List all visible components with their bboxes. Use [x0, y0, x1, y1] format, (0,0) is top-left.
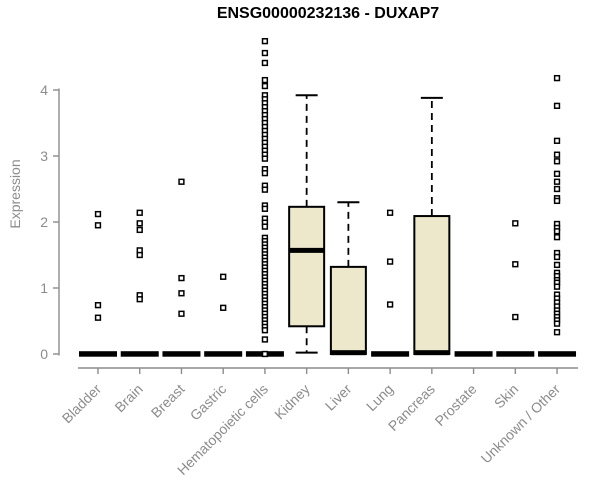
outlier-point — [261, 336, 269, 343]
outlier-point — [178, 274, 185, 282]
boxplot-brain — [120, 209, 159, 357]
zero-bar — [371, 351, 410, 357]
outlier-point — [261, 38, 269, 45]
outlier-point — [178, 178, 185, 185]
outlier-point — [94, 210, 102, 218]
outlier-point — [178, 310, 185, 317]
y-tick-label: 3 — [40, 148, 48, 164]
zero-bar — [538, 351, 577, 357]
outlier-point — [553, 178, 561, 185]
x-category-label-kidney: Kidney — [271, 381, 313, 423]
outlier-point — [553, 197, 561, 205]
median-line — [330, 350, 366, 356]
outlier-point — [386, 301, 394, 308]
outlier-point — [178, 290, 185, 297]
x-category-label-bladder: Bladder — [59, 381, 105, 427]
outlier-point — [261, 170, 269, 177]
median-line — [414, 350, 450, 356]
boxplot-breast — [162, 178, 201, 357]
outlier-point — [553, 253, 561, 261]
y-axis-title: Expression — [7, 159, 23, 228]
outlier-point — [386, 209, 394, 216]
outlier-point — [261, 155, 269, 162]
outlier-point — [136, 209, 143, 216]
outlier-point — [553, 170, 561, 177]
outlier-point — [136, 220, 143, 227]
zero-bar — [79, 351, 117, 357]
y-tick-label: 0 — [40, 346, 48, 362]
boxplot-gastric — [204, 273, 243, 357]
boxplot-skin — [496, 220, 535, 357]
outlier-point — [94, 314, 102, 321]
outlier-point — [553, 137, 561, 144]
y-tick-label: 1 — [40, 280, 48, 296]
outlier-point — [553, 151, 561, 158]
box — [329, 265, 367, 356]
x-category-label-breast: Breast — [148, 381, 188, 421]
outlier-point — [136, 251, 143, 259]
outlier-point — [261, 205, 269, 212]
x-category-label-liver: Liver — [322, 381, 355, 414]
boxplot-bladder — [79, 210, 117, 357]
median-line — [289, 247, 325, 253]
outlier-point — [553, 158, 561, 165]
box — [288, 205, 326, 328]
x-category-label-unknown-other: Unknown / Other — [478, 381, 564, 467]
outlier-point — [553, 102, 561, 109]
zero-bar — [454, 351, 493, 357]
outlier-point — [386, 258, 394, 265]
x-category-label-prostate: Prostate — [432, 381, 480, 429]
outlier-point — [512, 220, 519, 227]
x-category-label-skin: Skin — [491, 381, 522, 412]
chart-title: ENSG00000232136 - DUXAP7 — [216, 5, 440, 22]
outlier-point — [261, 82, 269, 90]
outlier-point — [512, 313, 519, 321]
outlier-point — [136, 296, 143, 303]
outlier-point — [553, 283, 561, 290]
zero-bar — [496, 351, 535, 357]
outlier-point — [261, 327, 269, 334]
outlier-point — [220, 304, 227, 311]
outlier-point — [553, 329, 561, 336]
outlier-point — [261, 350, 269, 358]
x-category-label-brain: Brain — [111, 381, 145, 415]
boxplot-lung — [371, 209, 410, 357]
outlier-point — [94, 222, 102, 229]
outlier-point — [94, 302, 102, 309]
y-axis: 0 1 2 3 4 Expression — [7, 82, 60, 362]
boxplot-hematopoietic-cells — [245, 38, 284, 358]
outlier-point — [553, 228, 561, 235]
outlier-point — [220, 273, 227, 280]
y-tick-label: 2 — [40, 214, 48, 230]
outlier-point — [261, 49, 269, 57]
x-category-label-lung: Lung — [363, 381, 396, 414]
boxplot-unknown-other — [538, 74, 577, 357]
outlier-point — [261, 76, 269, 84]
outlier-point — [553, 261, 561, 269]
outlier-point — [512, 261, 519, 268]
outlier-point — [261, 186, 269, 193]
boxplot-liver — [329, 201, 367, 356]
outlier-point — [553, 185, 561, 193]
y-tick-label: 4 — [40, 82, 48, 98]
boxplot-prostate — [454, 351, 493, 357]
outlier-point — [261, 223, 269, 230]
zero-bar — [162, 351, 201, 357]
outlier-point — [553, 74, 561, 82]
zero-bar — [204, 351, 243, 357]
outlier-point — [136, 226, 143, 234]
boxplot-pancreas — [413, 96, 451, 356]
outlier-point — [553, 320, 561, 327]
boxplot-kidney — [288, 94, 326, 354]
outlier-point — [261, 59, 269, 67]
box — [413, 215, 451, 355]
zero-bar — [120, 351, 159, 357]
outlier-point — [553, 234, 561, 241]
